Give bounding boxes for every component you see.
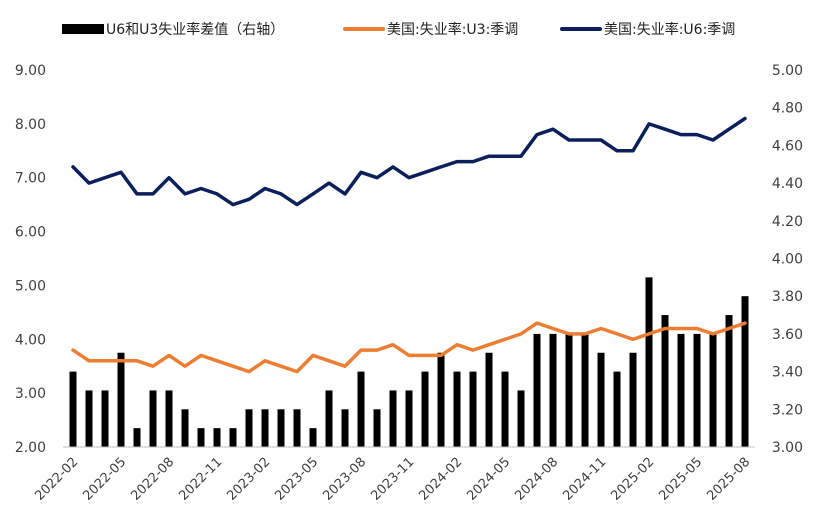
- bar-diff-2023-11: [405, 390, 413, 447]
- bar-diff-2024-12: [613, 371, 621, 447]
- bar-diff-2025-08: [741, 296, 749, 447]
- y-left-tick-label: 8.00: [15, 117, 46, 133]
- bar-diff-2022-10: [197, 428, 205, 447]
- bar-diff-2025-01: [629, 352, 637, 447]
- bar-diff-2022-09: [181, 409, 189, 447]
- x-tick-label: 2023-02: [224, 455, 273, 504]
- bar-diff-2022-02: [69, 371, 77, 447]
- bar-diff-2022-11: [213, 428, 221, 447]
- bar-diff-2022-06: [133, 428, 141, 447]
- x-tick-label: 2023-05: [272, 455, 321, 504]
- legend-item-diff: U6和U3失业率差值（右轴）: [62, 17, 284, 41]
- bar-diff-2024-03: [469, 371, 477, 447]
- y-left-tick-label: 7.00: [15, 171, 46, 187]
- y-left-tick-label: 5.00: [15, 278, 46, 294]
- bar-diff-2024-08: [549, 333, 557, 447]
- y-left-tick-label: 9.00: [15, 63, 46, 79]
- bar-diff-2023-12: [421, 371, 429, 447]
- x-tick-label: 2023-08: [320, 455, 369, 504]
- bar-diff-2023-02: [261, 409, 269, 447]
- bar-diff-2024-01: [437, 352, 445, 447]
- legend-item-u6: 美国:失业率:U6:季调: [560, 17, 735, 41]
- bar-diff-2023-03: [277, 409, 285, 447]
- legend-label-u6: 美国:失业率:U6:季调: [604, 22, 736, 38]
- y-right-tick-label: 4.00: [772, 252, 803, 268]
- x-tick-label: 2025-02: [608, 455, 657, 504]
- y-right-tick-label: 3.20: [772, 402, 803, 418]
- x-tick-label: 2022-05: [80, 455, 129, 504]
- bar-diff-2022-04: [101, 390, 109, 447]
- line-series: [71, 116, 747, 374]
- y-right-tick-label: 4.40: [772, 176, 803, 192]
- bar-diff-2022-05: [117, 352, 125, 447]
- bar-diff-2025-04: [677, 333, 685, 447]
- y-left-tick-label: 3.00: [15, 386, 46, 402]
- y-right-tick-label: 4.60: [772, 138, 803, 154]
- bar-series-diff: [69, 277, 749, 447]
- legend-item-u3: 美国:失业率:U3:季调: [343, 17, 518, 41]
- bar-diff-2022-08: [165, 390, 173, 447]
- bar-diff-2025-05: [693, 333, 701, 447]
- line-u3: [71, 321, 747, 374]
- bar-diff-2024-07: [533, 333, 541, 447]
- bar-diff-2024-11: [597, 352, 605, 447]
- y-right-tick-label: 3.40: [772, 365, 803, 381]
- y-right-tick-label: 5.00: [772, 63, 803, 79]
- y-left-tick-label: 4.00: [15, 332, 46, 348]
- bar-diff-2025-02: [645, 277, 653, 447]
- legend-label-u3: 美国:失业率:U3:季调: [387, 22, 519, 38]
- legend-swatch-u3: [343, 27, 385, 31]
- y-left-tick-label: 2.00: [15, 440, 46, 456]
- x-tick-label: 2024-11: [560, 455, 609, 504]
- bar-diff-2023-08: [357, 371, 365, 447]
- bar-diff-2024-10: [581, 333, 589, 447]
- x-tick-label: 2023-11: [368, 455, 417, 504]
- bar-diff-2025-06: [709, 333, 717, 447]
- y-right-tick-label: 3.80: [772, 289, 803, 305]
- legend-swatch-u6: [560, 27, 602, 31]
- x-tick-label: 2022-11: [176, 455, 225, 504]
- bar-diff-2023-01: [245, 409, 253, 447]
- y-left-tick-label: 6.00: [15, 225, 46, 241]
- bar-diff-2024-05: [501, 371, 509, 447]
- bar-diff-2023-04: [293, 409, 301, 447]
- bar-diff-2023-05: [309, 428, 317, 447]
- x-tick-label: 2024-05: [464, 455, 513, 504]
- x-tick-label: 2022-08: [128, 455, 177, 504]
- bar-diff-2023-07: [341, 409, 349, 447]
- bar-diff-2025-03: [661, 315, 669, 447]
- bar-diff-2024-02: [453, 371, 461, 447]
- bar-diff-2024-04: [485, 352, 493, 447]
- x-tick-label: 2025-05: [656, 455, 705, 504]
- y-right-tick-label: 3.60: [772, 327, 803, 343]
- bar-diff-2022-07: [149, 390, 157, 447]
- bar-diff-2023-10: [389, 390, 397, 447]
- x-tick-label: 2024-08: [512, 455, 561, 504]
- legend-swatch-diff: [62, 24, 104, 34]
- bar-diff-2024-06: [517, 390, 525, 447]
- y-right-tick-label: 3.00: [772, 440, 803, 456]
- line-u6: [71, 116, 747, 207]
- bar-diff-2023-09: [373, 409, 381, 447]
- bar-diff-2023-06: [325, 390, 333, 447]
- x-tick-label: 2024-02: [416, 455, 465, 504]
- bar-diff-2022-03: [85, 390, 93, 447]
- bar-diff-2022-12: [229, 428, 237, 447]
- bar-diff-2024-09: [565, 333, 573, 447]
- y-right-tick-label: 4.20: [772, 214, 803, 230]
- x-tick-label: 2022-02: [32, 455, 81, 504]
- x-tick-label: 2025-08: [704, 455, 753, 504]
- chart-legend: U6和U3失业率差值（右轴） 美国:失业率:U3:季调 美国:失业率:U6:季调: [0, 17, 819, 41]
- y-right-tick-label: 4.80: [772, 101, 803, 117]
- bar-diff-2025-07: [725, 315, 733, 447]
- legend-label-diff: U6和U3失业率差值（右轴）: [106, 22, 285, 38]
